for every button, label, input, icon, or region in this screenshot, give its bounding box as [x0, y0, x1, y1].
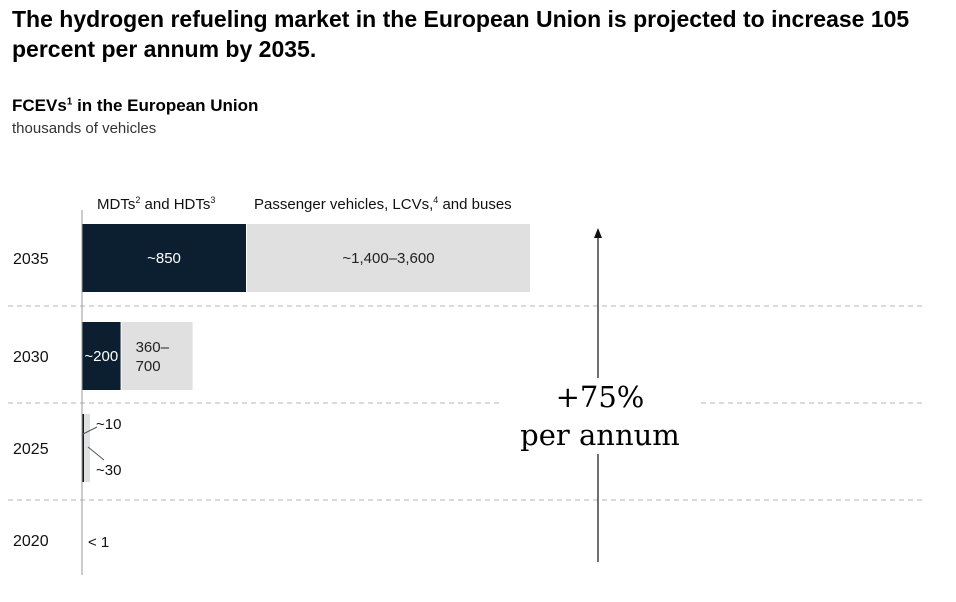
chart-subtitle: thousands of vehicles [12, 120, 157, 137]
category-label-2035: 2035 [13, 251, 49, 268]
growth-period: per annum [500, 416, 700, 454]
chart-title: FCEVs1 in the European Union [12, 96, 259, 115]
data-label-mdts-hdts-2030: ~200 [84, 348, 118, 365]
growth-rate: +75% [500, 378, 700, 416]
bar-passenger-2030 [121, 322, 193, 390]
data-label-mdts-hdts-2035: ~850 [147, 250, 181, 267]
growth-annotation: +75% per annum [500, 378, 700, 454]
leader-line-passenger-2025 [87, 446, 105, 461]
data-label-passenger-2030: 360– 700 [136, 339, 170, 375]
category-label-2020: 2020 [13, 533, 49, 550]
category-label-2025: 2025 [13, 441, 49, 458]
data-label-passenger-2025: ~30 [96, 462, 121, 479]
category-label-2030: 2030 [13, 349, 49, 366]
footnote-marker: 1 [66, 96, 73, 108]
data-label-mdts-hdts-2025: ~10 [96, 416, 121, 433]
data-label-passenger-2035: ~1,400–3,600 [342, 250, 434, 267]
bar-passenger-2025 [84, 414, 90, 482]
growth-arrow-head [594, 228, 602, 238]
bar-mdts-hdts-2030 [82, 322, 121, 390]
bar-mdts-hdts-2025 [82, 414, 84, 482]
legend-label-passenger-vehicles: Passenger vehicles, LCVs,4 and buses [254, 195, 512, 213]
headline: The hydrogen refueling market in the Eur… [12, 6, 910, 62]
legend-label-mdts-hdts: MDTs2 and HDTs3 [97, 195, 216, 213]
leader-line-mdts-hdts-2025 [82, 426, 98, 435]
bar-mdts-hdts-2035 [82, 224, 246, 292]
bar-passenger-2035 [247, 224, 530, 292]
data-label-total-2020: < 1 [88, 534, 109, 551]
